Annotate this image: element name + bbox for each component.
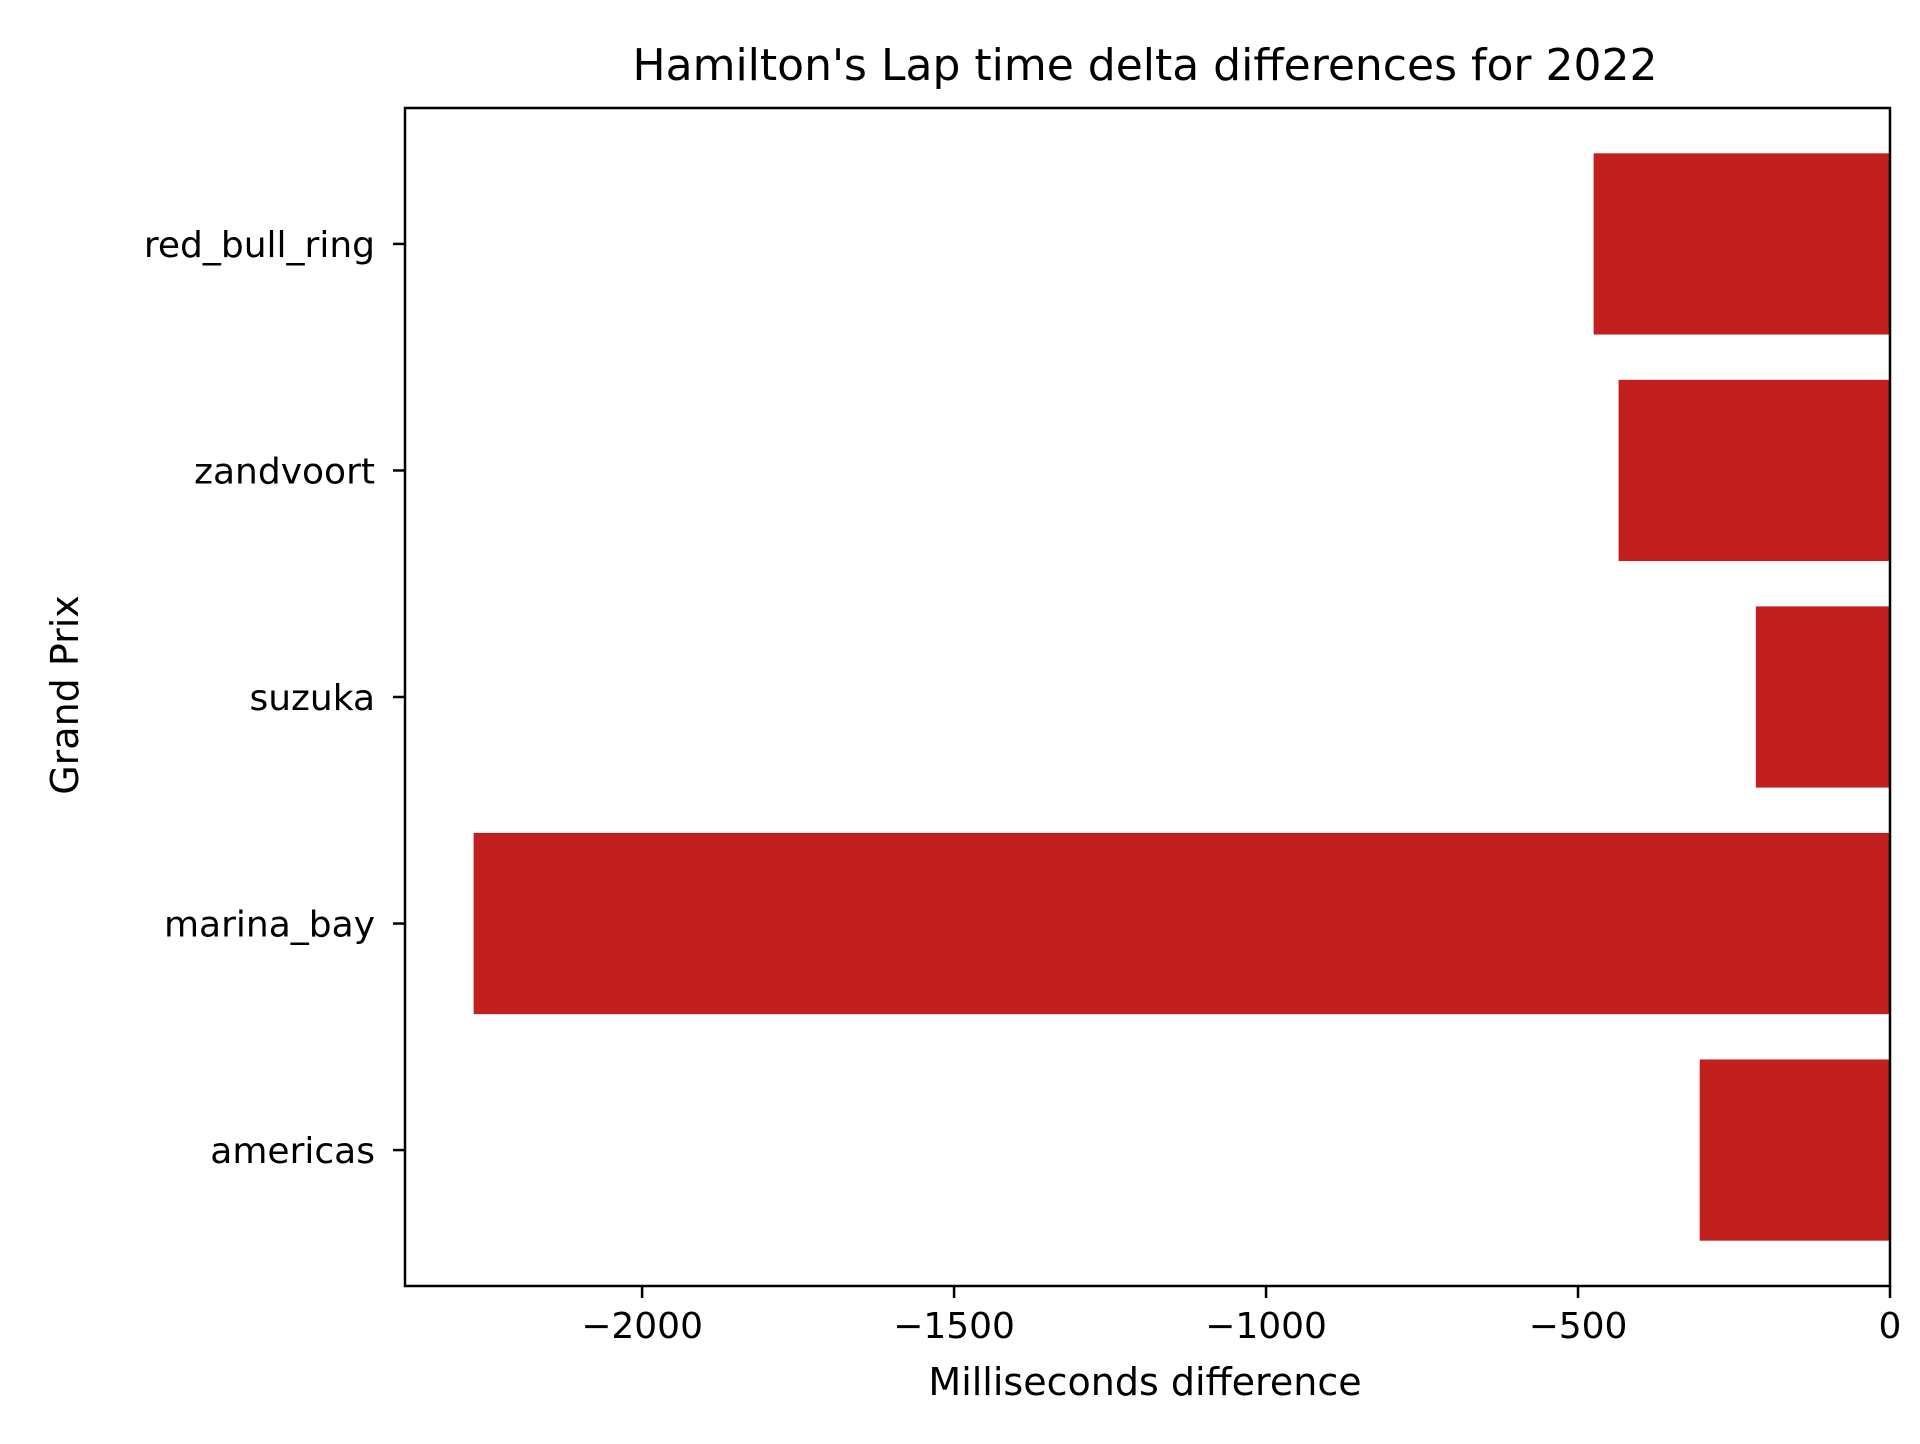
y-axis-label: Grand Prix	[43, 595, 87, 795]
x-tick-label: −2000	[581, 1306, 703, 1347]
x-tick-label: 0	[1879, 1306, 1902, 1347]
y-tick-label: americas	[210, 1131, 375, 1172]
plot-frame	[403, 106, 1892, 1288]
bar-marina-bay	[473, 832, 1890, 1015]
y-tick-label: red_bull_ring	[144, 225, 375, 266]
bar-americas	[1699, 1059, 1890, 1241]
y-tick-label: suzuka	[249, 678, 375, 719]
bar-red-bull-ring	[1593, 153, 1890, 335]
x-axis-ticks: −2000 −1500 −1000 −500 0	[581, 1286, 1901, 1347]
bar-suzuka	[1755, 606, 1890, 788]
bars-layer	[473, 153, 1890, 1241]
bar-zandvoort	[1618, 379, 1890, 562]
x-tick-label: −1000	[1205, 1306, 1327, 1347]
x-axis-label: Milliseconds difference	[928, 1360, 1361, 1404]
y-tick-label: zandvoort	[194, 451, 375, 492]
x-tick-label: −1500	[893, 1306, 1015, 1347]
x-tick-label: −500	[1529, 1306, 1628, 1347]
y-tick-label: marina_bay	[164, 905, 375, 946]
y-axis-ticks: red_bull_ring zandvoort suzuka marina_bayam…	[144, 225, 405, 1172]
chart-title: Hamilton's Lap time delta differences fo…	[633, 40, 1658, 91]
